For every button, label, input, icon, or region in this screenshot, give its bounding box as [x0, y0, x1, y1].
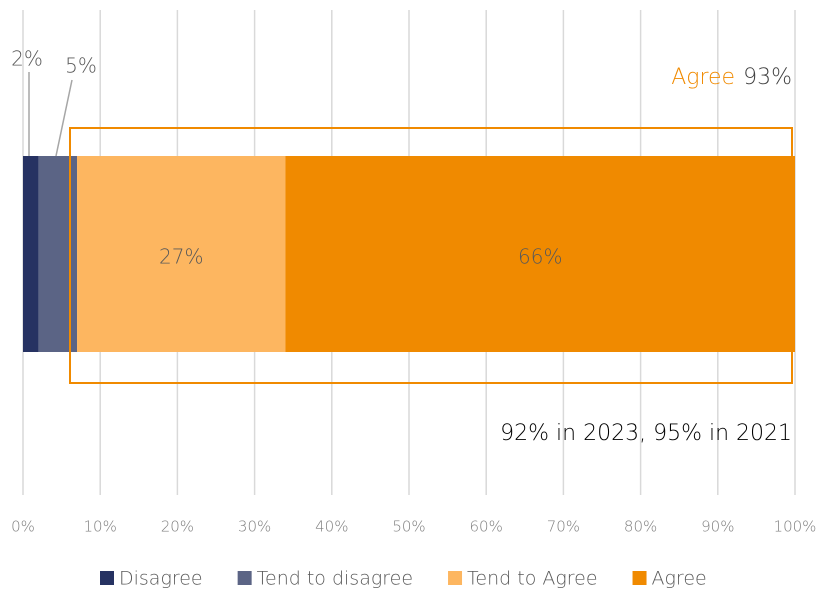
- x-tick-label: 30%: [238, 518, 271, 536]
- value-label: 5%: [65, 54, 97, 78]
- x-tick-label: 10%: [84, 518, 117, 536]
- value-label: 2%: [11, 47, 43, 71]
- x-tick-label: 100%: [774, 518, 816, 536]
- legend-label: Disagree: [119, 568, 203, 590]
- legend-label: Agree: [652, 568, 707, 590]
- x-tick-label: 40%: [315, 518, 348, 536]
- leader-line: [55, 79, 73, 157]
- legend-swatch: [100, 571, 114, 585]
- legend-swatch: [237, 571, 252, 585]
- legend-swatch: [632, 571, 647, 585]
- annotation: 92% in 2023, 95% in 2021: [500, 421, 792, 446]
- value-label: 27%: [159, 245, 203, 269]
- bar-segment: [38, 156, 78, 352]
- bar-segment: [77, 156, 286, 352]
- bar-segment: [23, 156, 39, 352]
- bar-segment: [285, 156, 795, 352]
- legend-label: Tend to Agree: [467, 568, 598, 590]
- highlight-box: [69, 127, 793, 384]
- x-tick-label: 80%: [624, 518, 657, 536]
- x-tick-label: 90%: [701, 518, 734, 536]
- x-tick-label: 70%: [547, 518, 580, 536]
- x-tick-label: 0%: [11, 518, 35, 536]
- value-label: 66%: [518, 245, 562, 269]
- agree-total: Agree 93%: [671, 65, 792, 90]
- agree-label: Agree: [671, 65, 735, 90]
- x-tick-label: 20%: [161, 518, 194, 536]
- agree-value: 93%: [743, 65, 792, 90]
- legend-label: Tend to disagree: [257, 568, 413, 590]
- x-tick-label: 60%: [470, 518, 503, 536]
- x-tick-label: 50%: [392, 518, 425, 536]
- legend-swatch: [448, 571, 463, 585]
